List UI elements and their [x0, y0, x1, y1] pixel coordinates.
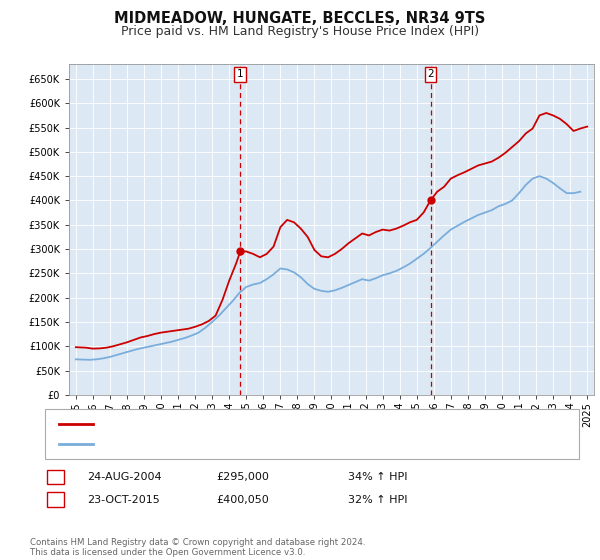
- Text: This data is licensed under the Open Government Licence v3.0.: This data is licensed under the Open Gov…: [30, 548, 305, 557]
- Text: HPI: Average price, detached house, East Suffolk: HPI: Average price, detached house, East…: [99, 439, 354, 449]
- Text: £295,000: £295,000: [216, 472, 269, 482]
- Text: £400,050: £400,050: [216, 494, 269, 505]
- Text: MIDMEADOW, HUNGATE, BECCLES, NR34 9TS (detached house): MIDMEADOW, HUNGATE, BECCLES, NR34 9TS (d…: [99, 419, 431, 429]
- Text: Price paid vs. HM Land Registry's House Price Index (HPI): Price paid vs. HM Land Registry's House …: [121, 25, 479, 38]
- Text: 32% ↑ HPI: 32% ↑ HPI: [348, 494, 407, 505]
- Text: MIDMEADOW, HUNGATE, BECCLES, NR34 9TS: MIDMEADOW, HUNGATE, BECCLES, NR34 9TS: [115, 11, 485, 26]
- Text: 2: 2: [427, 69, 434, 80]
- Text: 23-OCT-2015: 23-OCT-2015: [87, 494, 160, 505]
- Text: Contains HM Land Registry data © Crown copyright and database right 2024.: Contains HM Land Registry data © Crown c…: [30, 538, 365, 547]
- Text: 34% ↑ HPI: 34% ↑ HPI: [348, 472, 407, 482]
- Text: 24-AUG-2004: 24-AUG-2004: [87, 472, 161, 482]
- Text: 1: 1: [52, 472, 59, 482]
- Text: 1: 1: [237, 69, 244, 80]
- Text: 2: 2: [52, 494, 59, 505]
